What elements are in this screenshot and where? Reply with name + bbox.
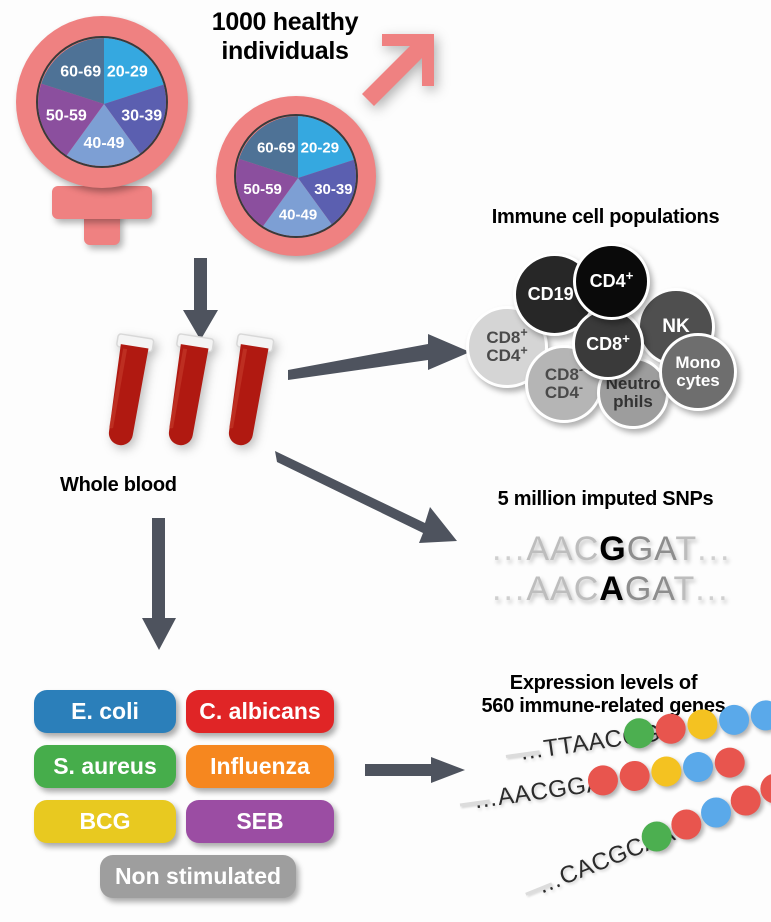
pie-slice-label-20-29: 20-29 — [301, 139, 339, 156]
blood-tube-icons — [108, 333, 275, 446]
stimulus-label-bcg: BCG — [79, 808, 131, 834]
pie-slice-20-29 — [104, 38, 166, 104]
section-title-snps: 5 million imputed SNPs — [497, 488, 714, 510]
stimulus-label-c-albicans: C. albicans — [199, 698, 321, 724]
cell-label-nk: NK — [662, 316, 690, 338]
stimulus-label-non-stimulated: Non stimulated — [114, 863, 282, 889]
age-pie-female: 20-29 30-39 40-49 50-59 60-69 — [36, 36, 168, 168]
arrow-stimuli-to-genes — [365, 757, 465, 783]
pie-slice-label-50-59: 50-59 — [46, 108, 87, 125]
pie-slice-20-29 — [298, 116, 356, 178]
cell-cd8pos[interactable]: CD8+ — [572, 308, 644, 380]
pie-slice-30-39 — [298, 159, 356, 229]
bead — [681, 750, 715, 784]
label-whole-blood: Whole blood — [60, 474, 177, 496]
stimulus-s-aureus[interactable]: S. aureus — [34, 745, 176, 788]
stimulus-bcg[interactable]: BCG — [34, 800, 176, 843]
pie-slice-label-40-49: 40-49 — [84, 135, 125, 152]
pie-slice-60-69 — [41, 38, 104, 104]
snp-sequence-row-2: ...AACAGAT... — [492, 570, 730, 608]
stimulus-label-seb: SEB — [236, 808, 284, 834]
arrow-blood-to-immune — [288, 334, 470, 380]
stimulus-seb[interactable]: SEB — [186, 800, 334, 843]
pie-slice-50-59 — [236, 158, 298, 229]
page-title-cohort: 1000 healthy individuals — [211, 8, 359, 65]
arrow-blood-to-snps — [275, 451, 457, 543]
stimulus-c-albicans[interactable]: C. albicans — [186, 690, 334, 733]
bead — [617, 759, 652, 793]
stimulus-label-e-coli: E. coli — [71, 698, 139, 724]
pie-slice-label-50-59: 50-59 — [243, 181, 281, 198]
stimulus-influenza[interactable]: Influenza — [186, 745, 334, 788]
bead — [712, 745, 747, 780]
pie-slice-label-60-69: 60-69 — [60, 63, 101, 80]
pie-slice-label-30-39: 30-39 — [121, 108, 162, 125]
stimulus-non-stimulated[interactable]: Non stimulated — [100, 855, 296, 898]
cell-label-cd8neg-cd4neg: CD8- CD4- — [544, 362, 584, 402]
pie-slice-label-30-39: 30-39 — [314, 181, 352, 198]
cell-label-monocytes: Mono cytes — [675, 353, 721, 390]
section-title-immune: Immune cell populations — [491, 206, 720, 228]
arrow-blood-to-stimuli — [142, 518, 176, 650]
age-pie-male: 20-29 30-39 40-49 50-59 60-69 — [234, 114, 358, 238]
section-title-genes: Expression levels of 560 immune-related … — [481, 672, 726, 717]
cell-label-neutrophils: Neutro phils — [605, 374, 661, 411]
pie-slice-label-60-69: 60-69 — [257, 139, 295, 156]
age-distribution-pie: 20-29 30-39 40-49 50-59 60-69 — [38, 38, 166, 166]
cell-cd4pos[interactable]: CD4+ — [573, 243, 650, 320]
stimulus-label-s-aureus: S. aureus — [53, 753, 157, 779]
pie-slice-label-40-49: 40-49 — [279, 207, 317, 224]
stimulus-label-influenza: Influenza — [210, 753, 310, 779]
pie-slice-label-20-29: 20-29 — [107, 63, 148, 80]
pie-slice-40-49 — [261, 178, 335, 236]
mars-arrow — [362, 34, 434, 106]
cell-label-cd8pos-cd4pos: CD8+ CD4+ — [486, 325, 528, 365]
age-distribution-pie: 20-29 30-39 40-49 50-59 60-69 — [236, 116, 356, 236]
cell-label-cd4pos: CD4+ — [589, 268, 634, 292]
stimulus-e-coli[interactable]: E. coli — [34, 690, 176, 733]
venus-stem-horizontal — [52, 186, 152, 219]
pie-slice-30-39 — [104, 83, 166, 158]
snp-sequence-row-1: ...AACGGAT... — [492, 530, 732, 568]
arrow-cohort-to-blood — [183, 258, 218, 340]
bead — [649, 754, 684, 789]
cell-monocytes[interactable]: Mono cytes — [659, 333, 737, 411]
pie-slice-50-59 — [38, 83, 104, 158]
cell-label-cd8pos: CD8+ — [586, 330, 630, 354]
pie-slice-60-69 — [239, 116, 298, 178]
pie-slice-40-49 — [65, 104, 143, 166]
